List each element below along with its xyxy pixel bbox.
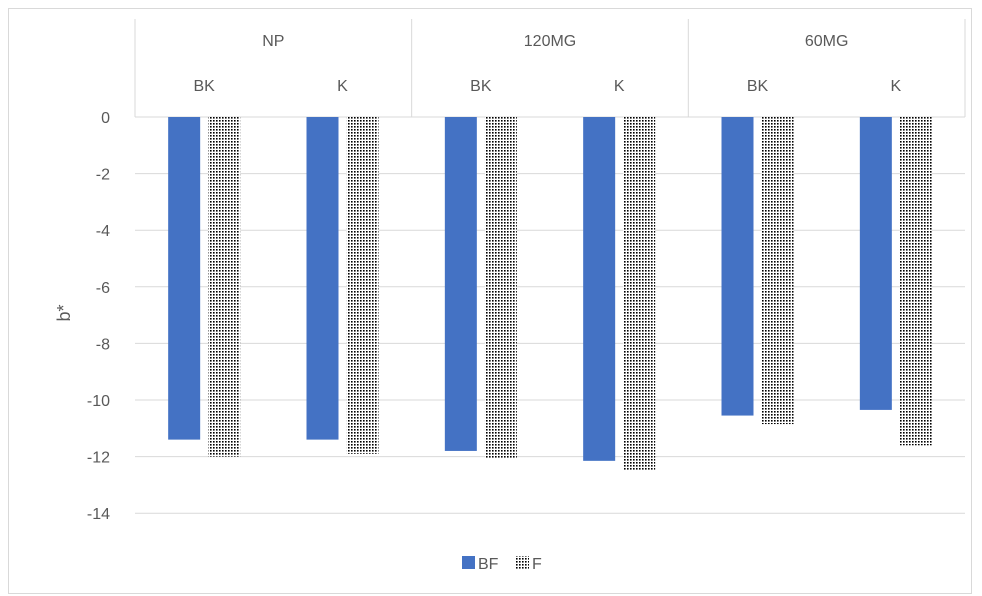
bar-f xyxy=(761,117,794,425)
subcategory-label: K xyxy=(890,78,901,95)
gridlines xyxy=(135,116,965,514)
subcategory-label: BK xyxy=(470,78,492,95)
subcategory-label: K xyxy=(614,78,625,95)
y-tick-label: -6 xyxy=(96,280,110,297)
bar-bf xyxy=(859,117,892,410)
bar-bf xyxy=(583,117,616,461)
bar-bf xyxy=(168,117,201,440)
legend-swatch-f xyxy=(516,556,529,569)
bar-f xyxy=(484,117,517,459)
y-tick-label: 0 xyxy=(101,110,110,127)
bar-f xyxy=(899,117,932,446)
group-label: 120MG xyxy=(524,33,576,50)
y-tick-label: -2 xyxy=(96,167,110,184)
legend: BF F xyxy=(462,556,542,573)
y-tick-label: -14 xyxy=(87,506,110,523)
legend-swatch-bf xyxy=(462,556,475,569)
subcategory-label: K xyxy=(337,78,348,95)
category-header: NP BK K 120MG BK K 60MG BK K xyxy=(134,19,966,117)
bars xyxy=(168,117,932,471)
subcategory-label: BK xyxy=(193,78,215,95)
subcategory-label: BK xyxy=(747,78,769,95)
group-label: 60MG xyxy=(805,33,849,50)
y-tick-label: -10 xyxy=(87,393,110,410)
group-label: NP xyxy=(262,33,284,50)
bar-bf xyxy=(306,117,339,440)
bar-bf xyxy=(444,117,477,451)
bar-f xyxy=(623,117,656,471)
y-tick-label: -4 xyxy=(96,223,110,240)
bar-bf xyxy=(721,117,754,416)
y-axis-title: b* xyxy=(54,304,74,321)
legend-label: F xyxy=(532,556,542,573)
y-tick-label: -8 xyxy=(96,336,110,353)
y-axis-ticks: 0 -2 -4 -6 -8 -10 -12 -14 xyxy=(87,110,110,523)
legend-label: BF xyxy=(478,556,499,573)
bar-f xyxy=(346,117,379,454)
y-tick-label: -12 xyxy=(87,450,110,467)
bar-f xyxy=(208,117,241,457)
